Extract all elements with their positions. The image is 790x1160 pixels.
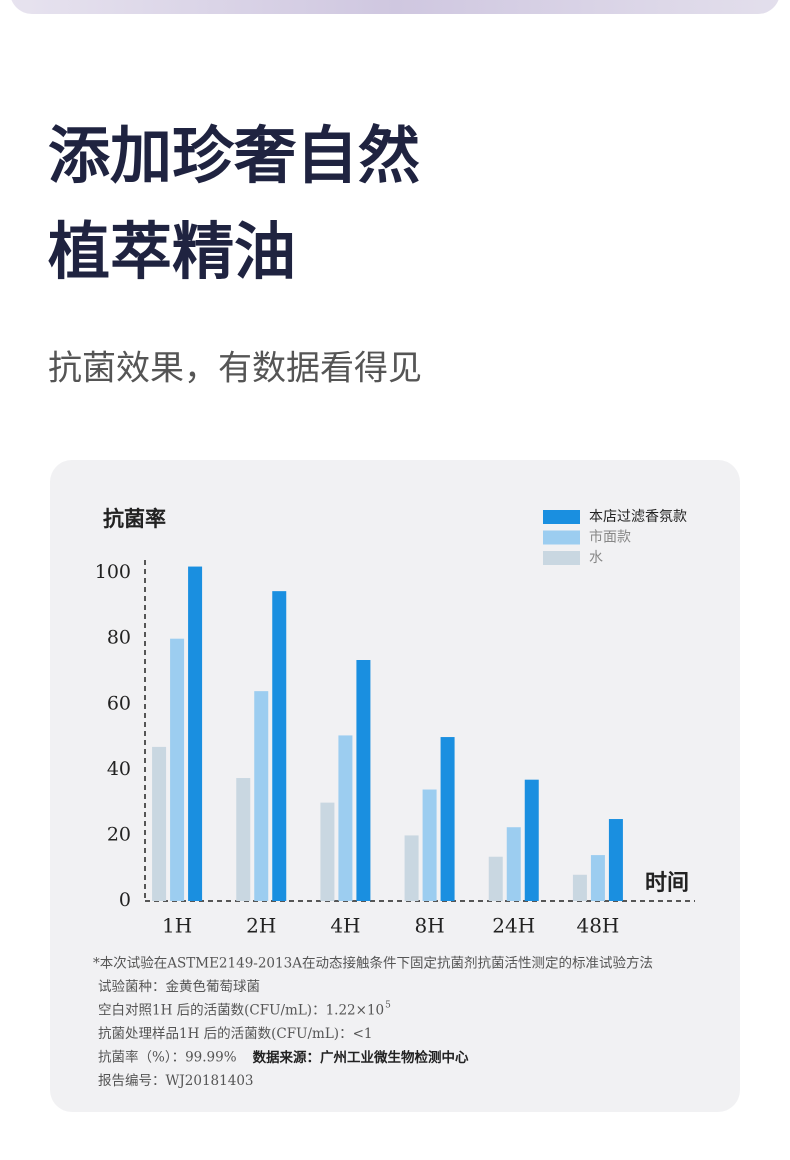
headline: 添加珍奢自然 (48, 119, 420, 192)
footnote: 抗菌处理样品1H 后的活菌数(CFU/mL)：<1 (98, 1026, 372, 1042)
legend-label: 水 (589, 550, 603, 566)
bar (338, 735, 353, 901)
bar (320, 802, 335, 901)
bar (272, 591, 287, 901)
bar (572, 874, 587, 901)
footnote: 空白对照1H 后的活菌数(CFU/mL)：1.22×10 (98, 1003, 384, 1019)
legend-swatch (543, 530, 580, 545)
subtitle: 抗菌效果，有数据看得见 (48, 349, 422, 389)
legend-label: 本店过滤香氛款 (589, 509, 687, 525)
x-tick-label: 48H (576, 914, 619, 938)
x-tick-label: 2H (246, 914, 276, 938)
y-tick-label: 100 (95, 561, 131, 583)
y-tick-label: 60 (107, 692, 131, 714)
bar (188, 566, 203, 901)
x-tick-label: 8H (414, 914, 444, 938)
bar (608, 819, 623, 901)
bar (440, 737, 455, 901)
legend-swatch (543, 551, 580, 565)
bar (506, 827, 521, 901)
x-tick-label: 1H (162, 914, 192, 938)
footnote: 抗菌率（%）：99.99% (98, 1049, 237, 1066)
y-tick-label: 80 (107, 627, 131, 649)
bar (404, 835, 419, 901)
bar (356, 660, 371, 901)
chart-card (50, 460, 740, 1112)
footnote: *本次试验在ASTME2149-2013A在动态接触条件下固定抗菌剂抗菌活性测定… (93, 955, 653, 972)
bar (236, 778, 251, 901)
x-axis-label: 时间 (645, 871, 689, 896)
bar (254, 691, 269, 901)
x-tick-label: 4H (330, 914, 360, 938)
bar (524, 779, 539, 901)
y-axis-label: 抗菌率 (103, 507, 166, 531)
top-banner (11, 0, 779, 14)
headline: 植萃精油 (48, 215, 296, 288)
bar (422, 789, 437, 901)
y-tick-label: 20 (107, 823, 131, 845)
y-tick-label: 0 (119, 889, 131, 911)
bar (488, 856, 503, 901)
bar (170, 638, 185, 901)
x-tick-label: 24H (492, 914, 535, 938)
bar (152, 746, 167, 901)
data-source: 数据来源：广州工业微生物检测中心 (253, 1049, 469, 1066)
footnote: 试验菌种：金黄色葡萄球菌 (98, 978, 260, 995)
footnote-superscript: 5 (385, 1001, 391, 1011)
bar (590, 855, 605, 901)
legend-swatch (543, 510, 580, 524)
legend-label: 市面款 (589, 529, 631, 546)
y-tick-label: 40 (107, 758, 131, 780)
footnote: 报告编号：WJ20181403 (98, 1073, 254, 1089)
